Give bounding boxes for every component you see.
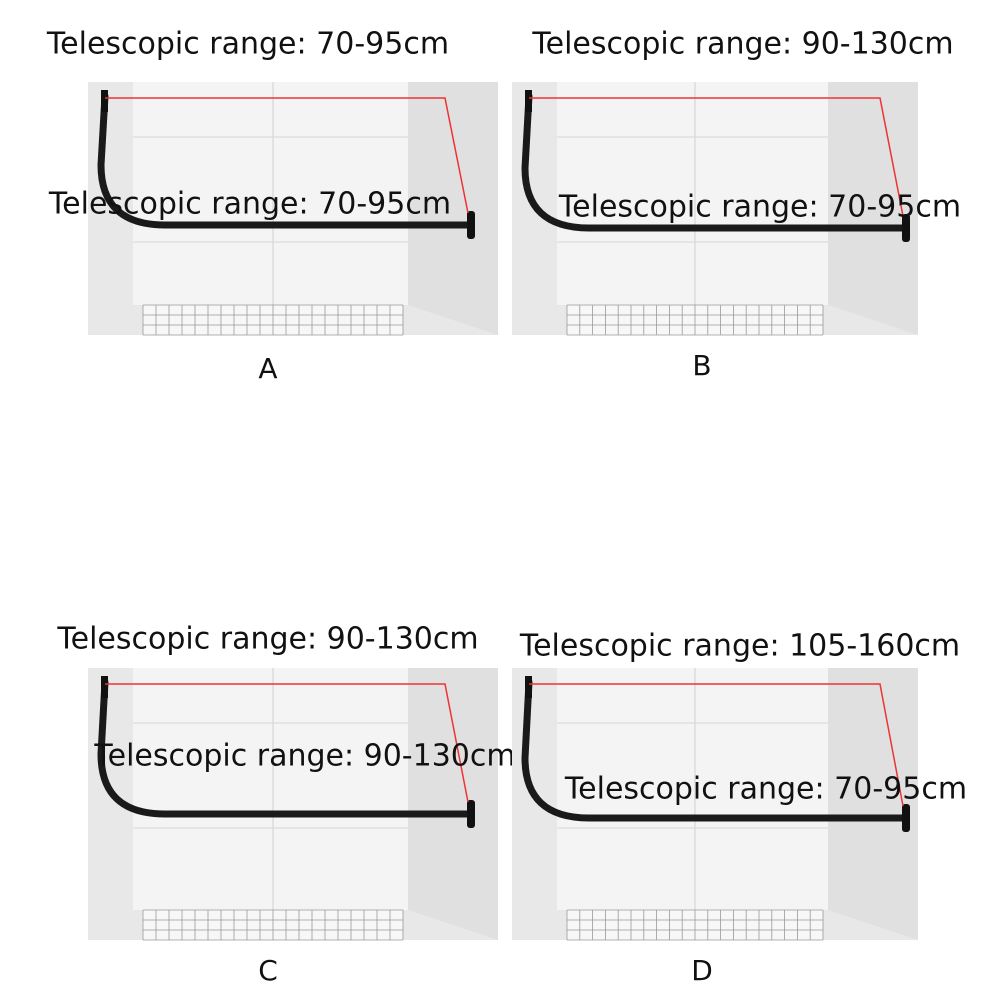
panel-label: B bbox=[692, 349, 711, 382]
right-wall bbox=[828, 82, 918, 335]
side-range-text: Telescopic range: 70-95cm bbox=[564, 772, 967, 807]
shower-panel bbox=[512, 668, 918, 941]
wall-mount bbox=[525, 90, 532, 112]
right-wall bbox=[828, 668, 918, 940]
side-range-text: Telescopic range: 90-130cm bbox=[93, 739, 515, 774]
wall-mount bbox=[467, 800, 475, 828]
measure-arrow bbox=[529, 683, 904, 807]
curtain-rod bbox=[521, 678, 909, 822]
back-wall bbox=[557, 82, 828, 305]
side-range-text: Telescopic range: 70-95cm bbox=[48, 187, 451, 222]
shower-panel bbox=[512, 82, 918, 336]
top-range-text: Telescopic range: 90-130cm bbox=[531, 27, 953, 62]
back-wall bbox=[133, 82, 408, 305]
panel-label: C bbox=[258, 954, 278, 987]
top-range-text: Telescopic range: 70-95cm bbox=[46, 27, 449, 62]
curtain-rod bbox=[521, 92, 909, 232]
top-range-text: Telescopic range: 90-130cm bbox=[56, 622, 478, 657]
wall-mount bbox=[101, 90, 108, 112]
measure-arrow bbox=[105, 97, 469, 214]
wall-mount bbox=[902, 214, 910, 242]
right-wall bbox=[408, 82, 498, 335]
wall-mount bbox=[467, 211, 475, 239]
curtain-rod bbox=[97, 678, 474, 818]
top-range-text: Telescopic range: 105-160cm bbox=[519, 629, 960, 664]
panel-label: D bbox=[691, 954, 713, 987]
measure-arrow bbox=[529, 97, 904, 217]
wall-mount bbox=[101, 676, 108, 698]
back-wall bbox=[133, 668, 408, 910]
side-range-text: Telescopic range: 70-95cm bbox=[558, 190, 961, 225]
right-wall bbox=[408, 668, 498, 940]
shower-panel bbox=[88, 82, 498, 336]
back-wall bbox=[557, 668, 828, 910]
wall-mount bbox=[525, 676, 532, 698]
wall-mount bbox=[902, 804, 910, 832]
shower-panel bbox=[88, 668, 498, 941]
curtain-rod bbox=[97, 92, 474, 229]
panel-label: A bbox=[258, 352, 277, 385]
measure-arrow bbox=[105, 683, 469, 803]
